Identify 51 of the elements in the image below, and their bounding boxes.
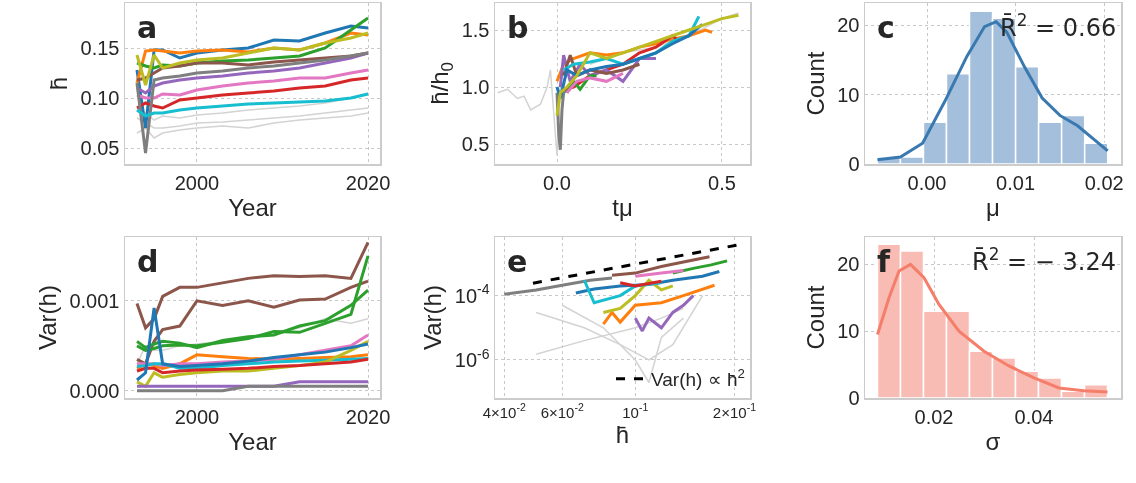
- y-axis-title: h̄: [44, 76, 72, 91]
- y-axis-title: Var(h): [33, 285, 61, 350]
- y-tick-label: 10: [837, 83, 860, 106]
- y-tick-label: 20: [837, 14, 860, 37]
- y-axis-title: Count: [801, 285, 829, 350]
- y-axis-title: Count: [801, 51, 829, 116]
- chart-title: c: [877, 10, 895, 45]
- x-tick-label: 4×10$^{-2}$: [482, 401, 526, 421]
- x-tick-label: 0.02: [1084, 171, 1124, 194]
- x-axis-title: Year: [228, 193, 277, 221]
- y-tick-label: 10$^{-6}$: [454, 345, 490, 371]
- chart-title: a: [137, 10, 158, 45]
- y-tick-label: 0.001: [69, 289, 120, 312]
- x-axis-title: Year: [228, 427, 277, 455]
- x-tick-label: 0.01: [996, 171, 1036, 194]
- x-tick-label: 6×10$^{-2}$: [540, 401, 584, 421]
- annotation: R̄$^{2}$ = 0.66: [1000, 10, 1117, 43]
- legend-label: Var(h) ∝ h̄$^{2}$: [651, 366, 745, 391]
- y-tick-label: 0.10: [80, 87, 120, 109]
- x-tick-label: 10$^{-1}$: [622, 401, 649, 421]
- chart-title: f: [877, 244, 891, 279]
- y-tick-label: 0.15: [80, 37, 120, 59]
- x-tick-label: 2020: [345, 405, 391, 428]
- x-axis-title: σ: [985, 427, 1001, 455]
- x-tick-label: 2000: [174, 171, 220, 194]
- y-tick-label: 10: [837, 320, 860, 343]
- x-tick-label: 0.5: [708, 171, 736, 194]
- x-axis-title: h̄: [615, 420, 630, 448]
- x-tick-label: 0.00: [907, 171, 947, 194]
- y-tick-label: 1.0: [461, 76, 490, 99]
- x-axis-title: μ: [986, 193, 1000, 221]
- x-tick-label: 2020: [345, 171, 391, 194]
- y-tick-label: 0: [848, 153, 860, 175]
- annotation: R̄$^{2}$ = − 3.24: [972, 244, 1116, 277]
- chart-title: b: [507, 10, 529, 45]
- y-tick-label: 1.5: [461, 19, 490, 42]
- y-tick-label: 0.05: [80, 137, 120, 159]
- y-tick-label: 0: [848, 387, 860, 409]
- y-axis-title: Var(h): [419, 285, 447, 350]
- x-tick-label: 2×10$^{-1}$: [712, 401, 757, 421]
- x-tick-label: 0.0: [543, 171, 571, 194]
- x-tick-label: 2000: [174, 405, 220, 428]
- chart-title: d: [137, 244, 159, 279]
- y-tick-label: 20: [837, 253, 860, 276]
- y-tick-label: 10$^{-4}$: [454, 281, 490, 307]
- x-tick-label: 0.02: [914, 405, 954, 428]
- y-tick-label: 0.000: [69, 379, 120, 402]
- y-tick-label: 0.5: [461, 133, 490, 156]
- chart-title: e: [507, 244, 528, 279]
- x-tick-label: 0.04: [1014, 405, 1054, 428]
- x-axis-title: tμ: [612, 193, 633, 221]
